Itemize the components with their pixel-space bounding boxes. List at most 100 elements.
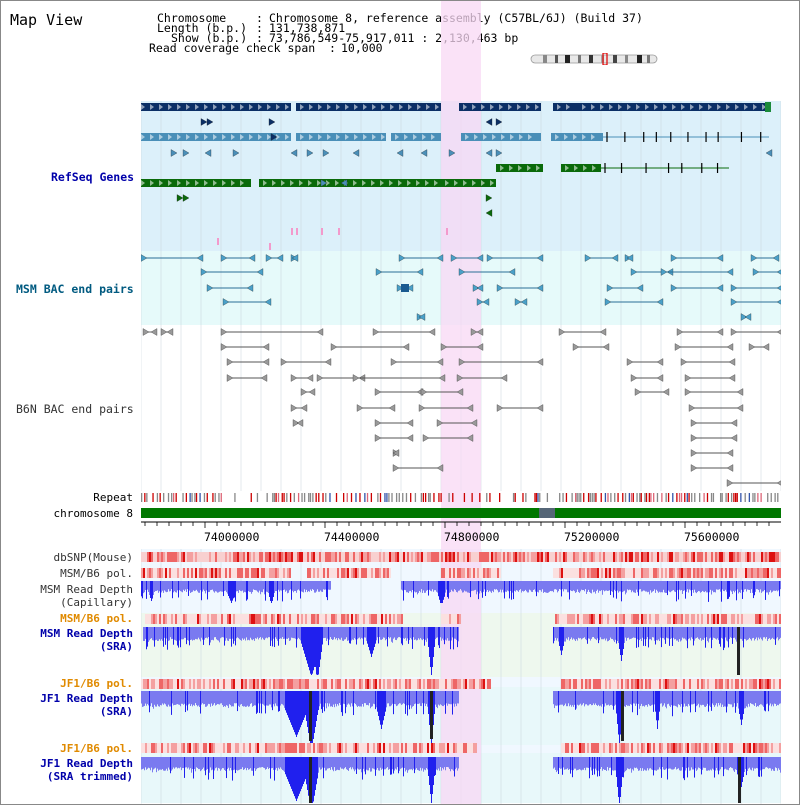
jf1-sra-depth-bar [286,691,287,713]
repeat-mark [203,493,206,502]
jf1-sra-depth-bar [302,691,303,723]
msm-capillary-depth-bar [442,581,443,603]
gene-strand-mark [222,104,226,110]
gene-strand-mark [327,134,331,140]
b6n-bac-label[interactable]: B6N BAC end pairs [16,402,134,416]
msm-capillary-depth-bar [656,581,657,590]
jf1-sra-depth-bar [164,691,165,704]
jf1-trimmed-depth-bar [164,757,165,771]
jf1-b6-pol-heat [433,679,435,689]
jf1-trimmed-depth-bar [639,757,640,771]
chromosome-ideogram[interactable] [529,53,661,65]
jf1-trimmed-depth-bar [200,757,201,772]
msm-capillary-depth-bar [203,581,204,590]
msm-capillary-depth-bar [201,581,202,601]
jf1-b6-pol-2-heat [585,743,587,753]
msm-capillary-depth-bar [532,581,533,592]
msm-capillary-depth-bar [732,581,733,595]
jf1-b6-pol-2-heat [383,743,385,753]
msm-capillary-depth-bar [266,581,267,592]
msm-capillary-depth-bar [615,581,616,592]
jf1-b6-pol-2-heat [179,743,181,753]
msm-b6-pol-heat [313,568,315,578]
msm-capillary-depth-bar [649,581,650,595]
msm-sra-depth-bar [253,627,254,640]
jf1-trimmed-depth-bar [264,757,265,769]
jf1-b6-pol-2-heat [191,743,193,753]
msm-sra-depth-bar [325,627,326,638]
msm-capillary-depth-bar [425,581,426,593]
jf1-sra-depth-bar [679,691,680,705]
msm-capillary-depth-bar [418,581,419,593]
jf1-trimmed-depth-bar [699,757,700,769]
msm-sra-depth-bar [223,627,224,638]
msm-sra-depth-bar [702,627,703,640]
jf1-sra-depth-bar [611,691,612,705]
jf1-sra-depth-bar [398,691,399,705]
jf1-sra-depth-bar [437,691,438,709]
repeat-mark [499,493,501,502]
msm-sra-depth-bar [581,627,582,640]
jf1-b6-pol-2-heat [419,743,421,753]
jf1-trimmed-depth-bar [408,757,409,771]
msm-sra-depth-bar [602,627,603,640]
msm-sra-depth-bar [361,627,362,638]
jf1-b6-pol-2-heat [259,743,261,753]
msm-b6-pol-2-heat [447,614,449,624]
msm-b6-pol-2-heat [455,614,457,624]
jf1-trimmed-depth-bar [678,757,679,769]
genome-tracks[interactable] [141,1,781,804]
msm-sra-depth-bar [389,627,390,639]
msm-bac-label[interactable]: MSM BAC end pairs [16,282,134,296]
jf1-b6-pol-2-heat [341,743,343,753]
jf1-b6-pol-heat [339,679,341,689]
jf1-sra-depth-bar [722,691,723,705]
msm-sra-depth-bar [405,627,406,638]
dbsnp-heat [697,552,699,562]
msm-b6-pol-heat [273,568,275,578]
msm-b6-pol-2-heat [145,614,147,624]
msm-capillary-depth-bar [542,581,543,590]
jf1-sra-depth-bar [155,691,156,707]
repeat-mark [591,493,593,502]
jf1-b6-pol-heat [305,679,307,689]
msm-capillary-depth-bar [427,581,428,590]
jf1-b6-pol-heat [293,679,295,689]
b6n-bac-end [226,374,234,382]
msm-sra-depth-bar [365,627,366,638]
gene-strand-mark [345,104,349,110]
msm-sra-depth-bar [264,627,265,641]
msm-b6-pol-2-heat [667,614,669,624]
jf1-sra-depth-bar [315,691,316,727]
jf1-trimmed-depth-bar [183,757,184,768]
msm-capillary-depth-bar [261,581,262,592]
jf1-trimmed-depth-bar [594,757,595,775]
msm-b6-pol-2-heat [749,614,751,624]
jf1-b6-pol-2-heat [381,743,383,753]
jf1-trimmed-depth-bar [373,757,374,769]
msm-capillary-depth-bar [514,581,515,591]
jf1-b6-pol-heat [159,679,161,689]
msm-sra-depth-bar [240,627,241,640]
msm-sra-depth-bar [265,627,266,639]
jf1-b6-pol-heat [187,679,189,689]
jf1-b6-pol-heat [623,679,625,689]
jf1-sra-depth-bar [141,691,142,704]
msm-b6-pol-heat [265,568,267,578]
msm-sra-depth-bar [761,627,762,640]
jf1-sra-depth-bar [157,691,158,705]
jf1-b6-pol-2-heat [305,743,307,753]
msm-b6-pol-heat [701,568,703,578]
jf1-trimmed-depth-bar [237,757,238,771]
msm-b6-pol-2-heat [681,614,683,624]
msm-capillary-depth-bar [535,581,536,592]
jf1-trimmed-depth-bar [707,757,708,771]
jf1-sra-depth-bar [727,691,728,707]
refseq-genes-label[interactable]: RefSeq Genes [51,170,135,184]
jf1-sra-depth-bar [269,691,270,705]
msm-b6-pol-2-heat [585,614,587,624]
msm-sra-depth-bar [570,627,571,640]
msm-sra-depth-bar [579,627,580,639]
jf1-sra-depth-bar [595,691,596,704]
repeat-mark [628,493,631,502]
